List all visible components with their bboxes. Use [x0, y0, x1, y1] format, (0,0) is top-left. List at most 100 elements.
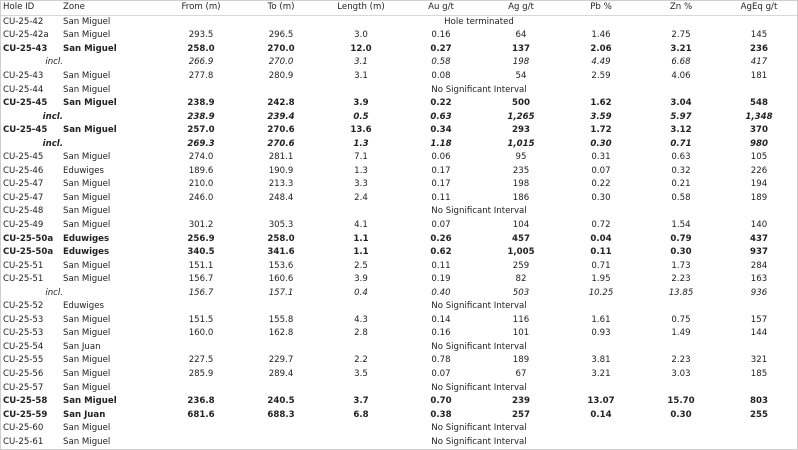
table-cell: 190.9 [268, 165, 294, 176]
table-cell: San Miguel [63, 16, 111, 27]
table-cell: 0.62 [430, 247, 452, 258]
empty-cell [63, 137, 161, 151]
table-cell: 242.8 [267, 98, 295, 109]
table-cell: 0.07 [591, 165, 611, 176]
table-cell: 213.3 [268, 179, 294, 190]
table-cell: 239.4 [267, 111, 295, 122]
table-cell: 67 [515, 369, 527, 380]
table-cell: 198 [512, 179, 530, 190]
table-cell: 15.70 [667, 396, 695, 407]
table-row: CU-25-51 San Miguel 151.1 153.6 2.5 0.11 259 0.… [1, 259, 797, 273]
table-cell: 0.06 [431, 152, 451, 163]
table-cell: San Miguel [63, 30, 111, 41]
table-cell: CU-25-44 [3, 84, 44, 95]
column-header: To (m) [241, 1, 321, 16]
table-cell: CU-25-53 [3, 314, 44, 325]
table-row: CU-25-55 San Miguel 227.5 229.7 2.2 0.78 189 3.… [1, 354, 797, 368]
table-cell: 1.54 [671, 220, 691, 231]
table-row: CU-25-56 San Miguel 285.9 289.4 3.5 0.07 67 3.2… [1, 368, 797, 382]
table-cell: Eduwiges [63, 247, 110, 258]
table-cell: 980 [750, 138, 768, 149]
table-row: CU-25-61 San Miguel No Significant Interva… [1, 436, 797, 450]
table-cell: 155.8 [268, 314, 294, 325]
table-row: CU-25-42a San Miguel 293.5 296.5 3.0 0.16 64 1.… [1, 29, 797, 43]
table-row: CU-25-50a Eduwiges 340.5 341.6 1.1 0.62 1,005 0… [1, 246, 797, 260]
table-cell: 258.0 [267, 233, 295, 244]
table-cell: 0.93 [591, 328, 611, 339]
table-cell: 0.38 [430, 409, 452, 420]
table-cell: 257.0 [187, 125, 215, 136]
column-header: Zone [63, 1, 161, 16]
table-cell: 189 [750, 192, 768, 203]
table-cell: 156.7 [188, 287, 214, 298]
table-cell: San Miguel [63, 192, 111, 203]
table-cell: 2.23 [671, 355, 691, 366]
table-cell: 0.07 [431, 220, 451, 231]
table-row: CU-25-49 San Miguel 301.2 305.3 4.1 0.07 104 0.… [1, 219, 797, 233]
table-cell: CU-25-47 [3, 179, 44, 190]
table-row: CU-25-50a Eduwiges 256.9 258.0 1.1 0.26 457 0.0… [1, 232, 797, 246]
table-cell: 104 [512, 220, 530, 231]
table-cell: 0.58 [671, 192, 691, 203]
table-cell: 156.7 [188, 274, 214, 285]
row-note: No Significant Interval [431, 436, 527, 447]
table-cell: 163 [750, 274, 768, 285]
column-header: Zn % [641, 1, 721, 16]
table-row: CU-25-58 San Miguel 236.8 240.5 3.7 0.70 239 13… [1, 395, 797, 409]
table-cell: 301.2 [188, 220, 214, 231]
table-cell: 13.6 [350, 125, 372, 136]
table-cell: 227.5 [188, 355, 214, 366]
table-cell: 54 [515, 71, 527, 81]
table-cell: San Miguel [63, 98, 117, 109]
table-cell: 194 [750, 179, 768, 190]
row-note: Hole terminated [444, 16, 514, 27]
table-cell: 0.26 [430, 233, 452, 244]
table-row: incl. 269.3 270.6 1.3 1.18 1,015 0.30 0.71 980 [1, 137, 797, 151]
table-cell: 1.49 [671, 328, 691, 339]
table-cell: 0.72 [591, 220, 611, 231]
table-cell: San Miguel [63, 71, 111, 81]
table-cell: 0.70 [430, 396, 452, 407]
table-cell: 0.40 [431, 287, 451, 298]
table-cell: 1.46 [591, 30, 611, 41]
table-cell: 256.9 [187, 233, 215, 244]
table-row: incl. 266.9 270.0 3.1 0.58 198 4.49 6.68 417 [1, 56, 797, 70]
table-cell: CU-25-42a [3, 30, 49, 41]
table-cell: 0.17 [431, 179, 451, 190]
table-cell: 151.1 [188, 260, 214, 271]
table-cell: 2.5 [354, 260, 368, 271]
table-cell: 266.9 [188, 57, 214, 68]
table-cell: 157.1 [268, 287, 294, 298]
table-cell: 1.61 [591, 314, 611, 325]
table-cell: 500 [512, 98, 530, 109]
table-cell: 229.7 [268, 355, 294, 366]
empty-cell [63, 110, 161, 124]
table-cell: 0.63 [671, 152, 691, 163]
table-cell: 0.31 [591, 152, 611, 163]
table-cell: San Juan [63, 341, 101, 352]
table-cell: 101 [512, 328, 530, 339]
table-cell: 281.1 [268, 152, 294, 163]
table-row: CU-25-45 San Miguel 238.9 242.8 3.9 0.22 500 1.… [1, 97, 797, 111]
column-header: Ag g/t [481, 1, 561, 16]
table-cell: 3.59 [590, 111, 612, 122]
table-cell: 3.04 [670, 98, 692, 109]
table-cell: 2.06 [590, 43, 612, 54]
table-cell: 1.95 [591, 274, 611, 285]
table-cell: CU-25-51 [3, 260, 44, 271]
row-note: No Significant Interval [431, 423, 527, 434]
table-row: CU-25-45 San Miguel 274.0 281.1 7.1 0.06 95 0.3… [1, 151, 797, 165]
table-cell: 1.18 [430, 138, 452, 149]
row-note: No Significant Interval [431, 301, 527, 312]
table-cell: 0.11 [431, 260, 451, 271]
row-note: No Significant Interval [431, 206, 527, 217]
table-cell: San Miguel [63, 206, 111, 217]
table-cell: 681.6 [187, 409, 215, 420]
table-cell: 145 [750, 30, 768, 41]
table-cell: 305.3 [268, 220, 294, 231]
table-cell: San Miguel [63, 423, 111, 434]
table-row: incl. 238.9 239.4 0.5 0.63 1,265 3.59 5.97 1,348 [1, 110, 797, 124]
empty-cell [63, 56, 161, 70]
table-cell: 162.8 [268, 328, 294, 339]
